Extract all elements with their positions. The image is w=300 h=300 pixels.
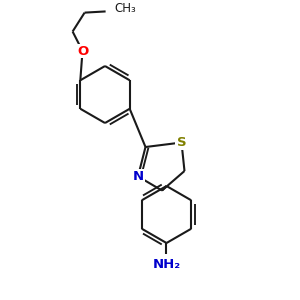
Text: S: S — [177, 136, 186, 149]
Text: O: O — [77, 44, 88, 58]
Text: CH₃: CH₃ — [115, 2, 136, 15]
Text: NH₂: NH₂ — [152, 258, 181, 271]
Text: N: N — [132, 170, 144, 183]
